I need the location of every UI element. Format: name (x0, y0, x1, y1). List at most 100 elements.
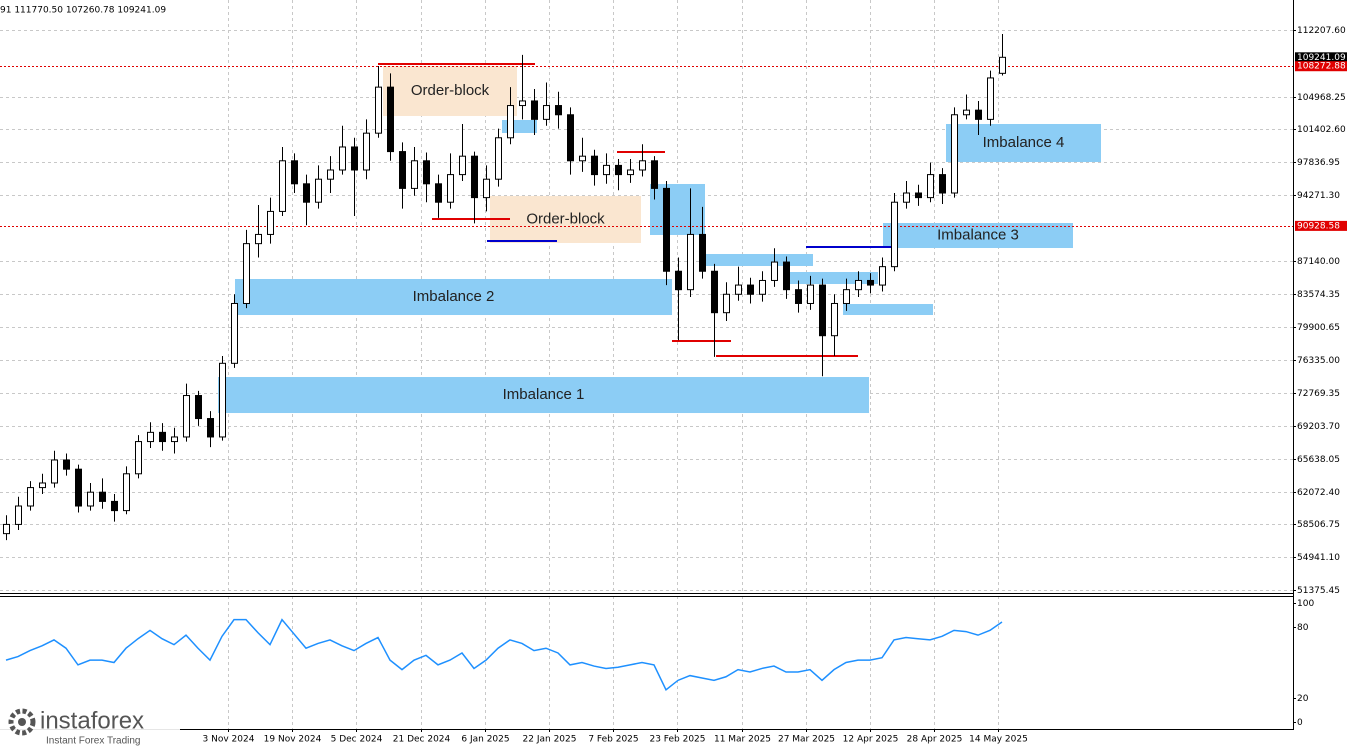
candle-body (411, 160, 418, 189)
candle-body (3, 523, 10, 535)
marks (0, 34, 1293, 692)
x-tick-label: 7 Feb 2025 (588, 735, 638, 745)
y-tick-label: 101402.60 (1297, 125, 1346, 135)
x-tick-label: 21 Dec 2024 (393, 735, 451, 745)
candle-body (183, 395, 190, 438)
candle-body (531, 100, 538, 120)
logo-hub (18, 718, 26, 726)
candle-body (459, 155, 466, 176)
candle-body (603, 164, 610, 176)
candle-body (315, 178, 322, 203)
candle-body (291, 160, 298, 185)
x-tick-label: 14 May 2025 (969, 735, 1028, 745)
candle-body (975, 109, 982, 120)
candle-body (819, 284, 826, 337)
zone (783, 272, 878, 285)
zone (946, 123, 1101, 162)
zone (235, 279, 672, 316)
x-tick-label: 3 Nov 2024 (203, 735, 255, 745)
x-tick-label: 12 Apr 2025 (843, 735, 899, 745)
candle-body (843, 289, 850, 304)
rsi-tick-label: 20 (1297, 694, 1309, 704)
candle-body (39, 482, 46, 489)
candle-body (591, 155, 598, 176)
rsi-tick-label: 80 (1297, 623, 1309, 633)
y-tick-label: 72769.35 (1297, 389, 1340, 399)
candle-body (579, 155, 586, 162)
candle-body (651, 160, 658, 189)
zone (883, 223, 1073, 249)
candle-body (555, 105, 562, 116)
candle-body (99, 491, 106, 502)
candle-body (447, 174, 454, 203)
zone-label: Imbalance 4 (983, 134, 1065, 151)
price-tag (1295, 61, 1347, 72)
candle-body (855, 279, 862, 291)
candle-body (915, 192, 922, 199)
axis: 112207.60 104968.25 101402.60 97836.95 94271… (203, 26, 1347, 745)
zone (383, 65, 517, 117)
candle-body (795, 289, 802, 304)
candle-body (927, 174, 934, 199)
candle-body (471, 155, 478, 199)
logo-gear (8, 708, 36, 736)
zone (705, 254, 813, 267)
candle-body (387, 86, 394, 153)
x-tick-label: 19 Nov 2024 (264, 735, 322, 745)
y-tick-label: 58506.75 (1297, 520, 1340, 530)
candle-body (615, 164, 622, 176)
rsi-tick-label: 100 (1297, 599, 1314, 609)
y-tick-label: 51375.45 (1297, 586, 1340, 596)
zone (490, 196, 641, 243)
candle-body (807, 284, 814, 304)
candle-body (243, 243, 250, 304)
x-tick-label: 28 Apr 2025 (907, 735, 963, 745)
brand-name: instaforex (40, 707, 144, 734)
candle-body (51, 459, 58, 484)
candle-body (435, 183, 442, 203)
candle-body (507, 105, 514, 139)
candle-body (951, 114, 958, 194)
y-tick-label: 104968.25 (1297, 93, 1346, 103)
candle-body (987, 77, 994, 120)
candle-body (399, 151, 406, 189)
price-tag-label: 90928.58 (1297, 221, 1340, 231)
candle-body (423, 160, 430, 185)
y-tick-label: 83574.35 (1297, 290, 1340, 300)
candle-body (267, 210, 274, 235)
zone-label: Order-block (411, 82, 490, 99)
candle-body (63, 459, 70, 470)
zone (650, 183, 705, 235)
candle-body (867, 279, 874, 286)
candle-body (663, 187, 670, 272)
candle-body (339, 146, 346, 171)
candle-body (231, 302, 238, 364)
price-tag-label: 108272.88 (1297, 62, 1346, 72)
candle-body (375, 86, 382, 134)
rsi-tick-label: 0 (1297, 718, 1303, 728)
zone (218, 377, 869, 414)
candle-body (903, 192, 910, 203)
candle-body (147, 431, 154, 443)
candle-body (723, 293, 730, 314)
candle-body (939, 174, 946, 194)
candle-body (219, 362, 226, 438)
y-tick-label: 65638.05 (1297, 455, 1340, 465)
zone-label: Imbalance 2 (413, 288, 495, 305)
x-tick-label: 6 Jan 2025 (461, 735, 509, 745)
candle-body (327, 169, 334, 180)
candle-body (543, 105, 550, 120)
candle-body (171, 436, 178, 443)
brand-tagline: Instant Forex Trading (46, 736, 141, 747)
y-tick-label: 79900.65 (1297, 323, 1340, 333)
y-tick-label: 76335.00 (1297, 356, 1340, 366)
x-tick-label: 5 Dec 2024 (331, 735, 383, 745)
y-tick-label: 87140.00 (1297, 257, 1340, 267)
candle-body (831, 302, 838, 337)
candle-body (675, 270, 682, 291)
candle-body (999, 56, 1006, 74)
candle-body (135, 441, 142, 475)
candle-body (639, 160, 646, 171)
header: 91 111770.50 107260.78 109241.09 (0, 6, 166, 16)
